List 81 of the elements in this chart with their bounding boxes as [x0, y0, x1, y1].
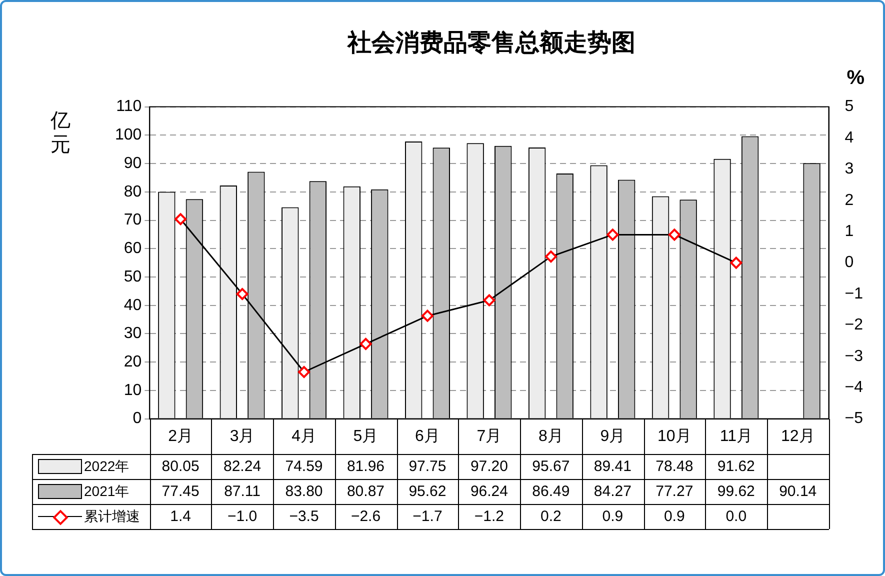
y2-tick-label: 2	[844, 192, 854, 209]
x-tick-label: 12月	[780, 428, 815, 445]
x-tick-label: 5月	[353, 428, 378, 445]
point	[544, 250, 557, 263]
y2-axis-title: %	[846, 66, 865, 90]
y-tick-label: 70	[124, 212, 142, 229]
data-label: 86.49	[531, 482, 571, 502]
y2-tick-label: −2	[844, 316, 864, 334]
chart-title: 社会消费品零售总额走势图	[346, 28, 636, 57]
y2-tick-label: −5	[844, 410, 864, 428]
data-label: 97.20	[469, 457, 509, 477]
data-label: 89.41	[592, 457, 632, 477]
legend-label: 2021年	[84, 482, 130, 500]
x-tick-label: 11月	[720, 428, 752, 445]
legend-label: 累计增速	[84, 506, 140, 526]
y-tick-label: 60	[124, 240, 142, 258]
y2-tick-label: 3	[844, 160, 854, 178]
data-label: 82.24	[222, 457, 262, 477]
x-tick-label: 3月	[230, 428, 255, 445]
data-label: 77.27	[654, 482, 694, 502]
data-label: 78.48	[654, 457, 694, 477]
y2-tick-label: 5	[844, 98, 854, 116]
data-label: 1.4	[169, 507, 192, 527]
y-tick-label: 20	[124, 353, 142, 370]
y-tick-label: 50	[124, 268, 142, 286]
x-tick-label: 6月	[415, 428, 440, 445]
data-label: 0.9	[662, 507, 686, 527]
y-tick-label: 30	[124, 325, 142, 342]
point	[421, 310, 434, 322]
y2-tick-label: 0	[844, 254, 854, 272]
data-label: 97.75	[408, 457, 448, 477]
data-label: −2.6	[350, 507, 382, 527]
data-label: −1.2	[473, 507, 506, 527]
point	[730, 256, 742, 269]
y-tick-label: 10	[124, 382, 142, 399]
data-label: 74.59	[284, 457, 324, 477]
data-label: 81.96	[346, 457, 386, 477]
data-label: −3.5	[288, 507, 320, 527]
y2-tick-label: −4	[844, 379, 864, 396]
data-label: 99.62	[716, 482, 756, 502]
data-label: 96.24	[469, 482, 509, 502]
data-label: 84.27	[592, 482, 632, 502]
point	[360, 338, 372, 350]
point	[298, 366, 310, 378]
point	[668, 228, 680, 241]
data-label: 95.62	[408, 482, 448, 502]
data-label: 90.14	[778, 482, 818, 502]
x-tick-label: 9月	[600, 428, 626, 445]
data-label: −1.7	[412, 507, 444, 527]
y-tick-label: 90	[124, 154, 142, 172]
y-tick-label: 100	[114, 126, 142, 144]
y-axis-title: 亿元	[50, 108, 72, 157]
data-label: 83.80	[284, 482, 324, 502]
point	[606, 228, 619, 241]
y2-tick-label: −3	[844, 348, 864, 365]
data-label: 0.9	[601, 507, 624, 527]
x-tick-label: 10月	[658, 428, 692, 445]
point	[236, 288, 248, 300]
data-label: 80.05	[160, 457, 200, 477]
data-label: −1.0	[226, 507, 258, 527]
data-label: 91.62	[716, 457, 756, 477]
data-label: 0.2	[540, 507, 562, 527]
x-tick-label: 2月	[168, 428, 194, 445]
data-label: 87.11	[223, 482, 262, 502]
y2-tick-label: 1	[844, 223, 854, 240]
y2-tick-label: 4	[844, 129, 854, 146]
point	[483, 294, 496, 306]
data-label: 95.67	[531, 457, 571, 477]
legend-label: 2022年	[84, 456, 130, 476]
x-tick-label: 4月	[292, 428, 316, 445]
data-label: 80.87	[346, 482, 386, 502]
y2-tick-label: −1	[844, 285, 864, 302]
x-tick-label: 7月	[476, 428, 502, 445]
data-label: 0.0	[724, 507, 748, 527]
point	[174, 213, 187, 226]
y-tick-label: 110	[116, 98, 142, 116]
y-tick-label: 80	[124, 183, 142, 200]
data-label: 77.45	[160, 482, 200, 502]
y-tick-label: 40	[124, 296, 142, 314]
x-tick-label: 8月	[538, 428, 564, 445]
y-tick-label: 0	[132, 410, 142, 428]
